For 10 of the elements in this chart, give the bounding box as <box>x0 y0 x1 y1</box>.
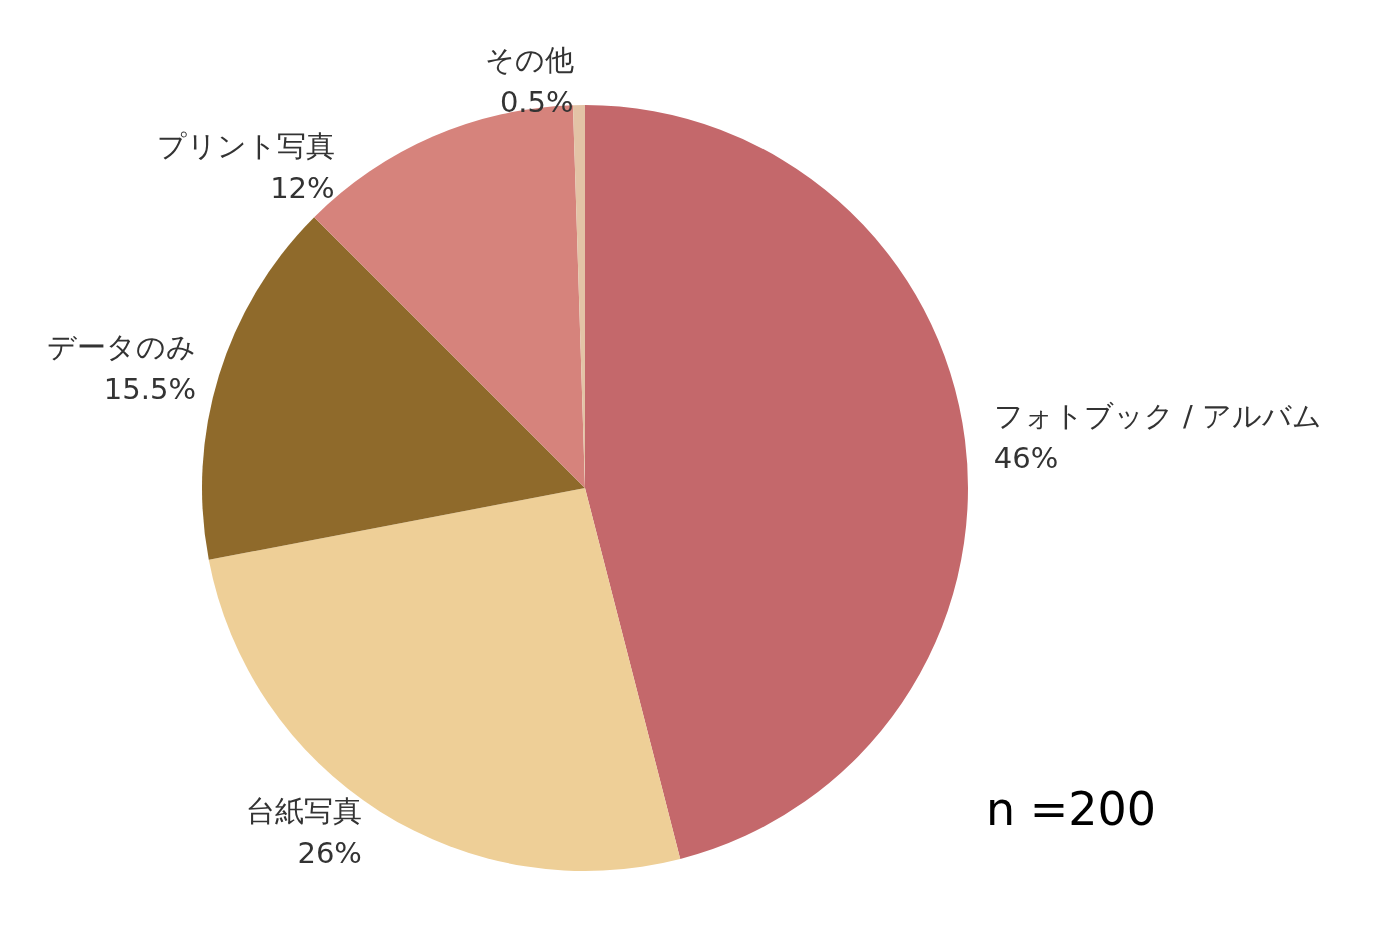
slice-label: プリント写真 <box>156 129 335 164</box>
slice-label: データのみ <box>46 330 196 365</box>
text: n =200 <box>986 782 1157 836</box>
data-label: 15.5% <box>103 372 196 407</box>
slice-label: その他 <box>484 43 574 78</box>
data-label: 12% <box>270 171 335 206</box>
data-label: 26% <box>297 835 362 870</box>
data-label: 46% <box>993 440 1059 475</box>
slice-label: フォトブック / アルバム <box>993 398 1323 433</box>
slice-label: 台紙写真 <box>245 793 362 828</box>
